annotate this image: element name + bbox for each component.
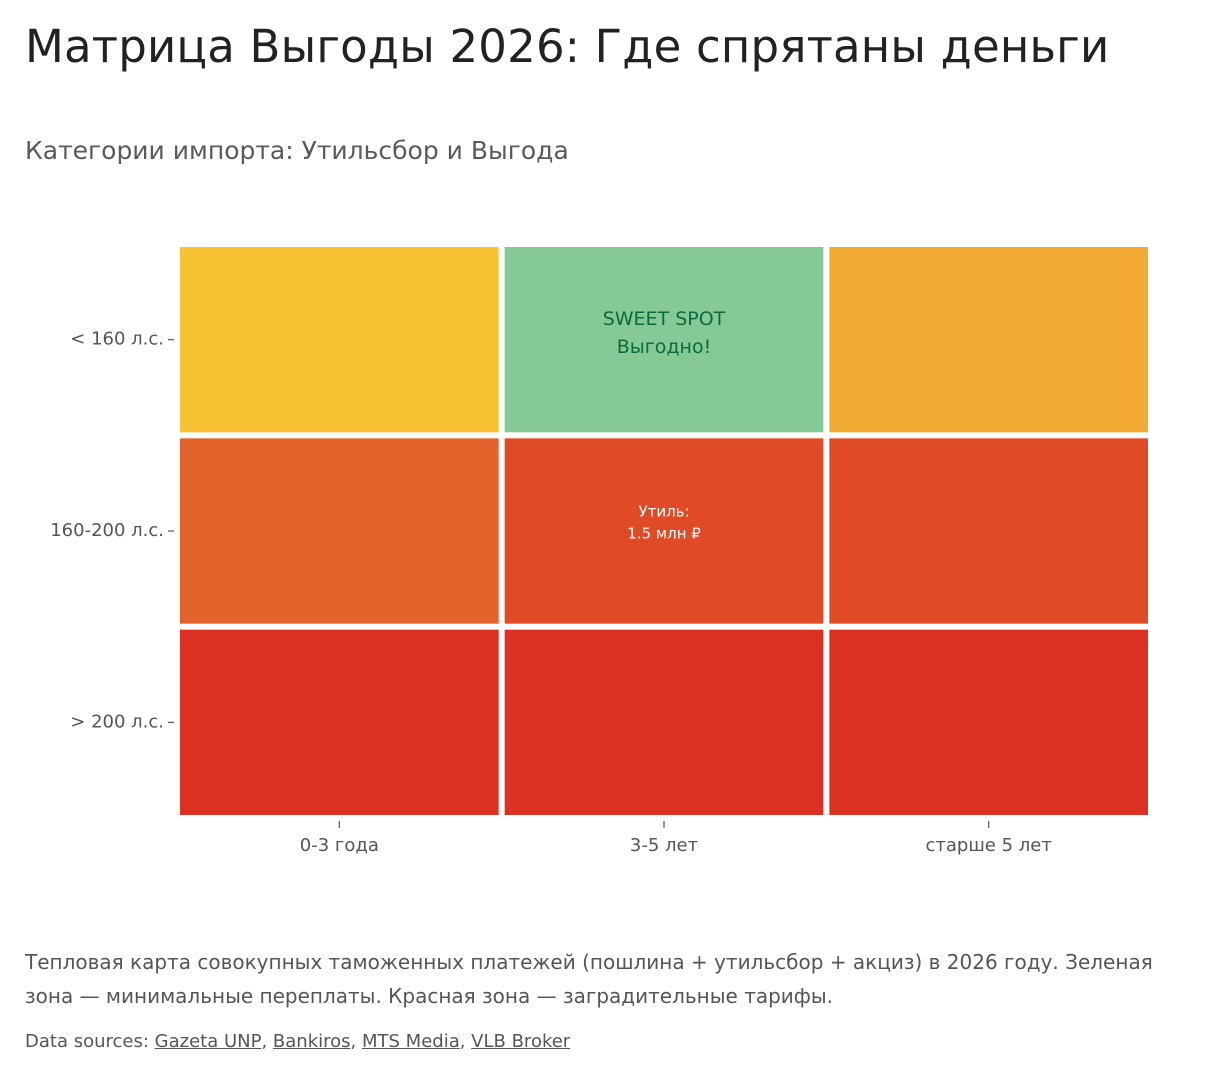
y-tick-label-0: < 160 л.с. [70,329,164,350]
source-link-mts-media[interactable]: MTS Media [361,1031,460,1052]
cell-annotation-r1-c1-line1: 1.5 млн ₽ [627,525,701,543]
cell-annotation-r0-c1-line0: SWEET SPOT [603,308,726,330]
source-link-vlb-broker[interactable]: VLB Broker [471,1031,571,1052]
source-link-gazeta-unp[interactable]: Gazeta UNP [154,1031,262,1052]
x-tick-label-2: старше 5 лет [925,835,1051,856]
heatmap-cell-r1-c2 [829,438,1148,624]
y-tick-label-2: > 200 л.с. [70,711,164,732]
y-tick-label-1: 160-200 л.с. [50,520,164,541]
source-link-bankiros[interactable]: Bankiros [272,1031,351,1052]
heatmap-chart: SWEET SPOT Выгодно! Утиль: 1.5 млн ₽ < 160 л… [50,247,1148,856]
heatmap-cell-r0-c2 [829,247,1148,433]
heatmap-cell-r2-c1 [504,629,824,815]
chart-title: Матрица Выгоды 2026: Где спрятаны деньги [25,20,1110,73]
cell-annotation-r0-c1-line1: Выгодно! [617,336,711,358]
heatmap-cell-r1-c1 [504,438,824,624]
heatmap-cell-r2-c2 [829,629,1148,815]
sources-prefix: Data sources: [25,1031,149,1052]
chart-caption: Тепловая карта совокупных таможенных пла… [25,950,1153,1008]
cell-annotation-r1-c1-line0: Утиль: [638,503,689,521]
heatmap-cell-r1-c0 [180,438,499,624]
chart-subtitle: Категории импорта: Утильсбор и Выгода [25,136,569,165]
heatmap-cell-r2-c0 [180,629,499,815]
heatmap-cell-r0-c1 [504,247,824,433]
heatmap-cell-r0-c0 [180,247,499,433]
x-tick-label-0: 0-3 года [300,835,379,856]
x-tick-label-1: 3-5 лет [630,835,698,856]
data-sources: Data sources: Gazeta UNP, Bankiros, MTS … [25,1031,571,1052]
